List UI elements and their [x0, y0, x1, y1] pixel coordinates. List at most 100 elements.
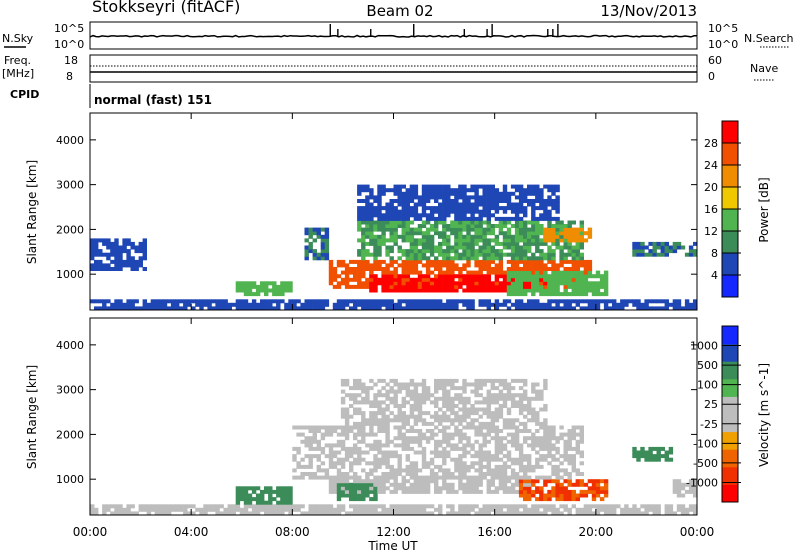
y-tick-label: 4000 — [56, 134, 84, 147]
heatmap-cell — [316, 446, 321, 451]
heatmap-cell — [413, 216, 419, 221]
heatmap-cell — [579, 511, 584, 516]
heatmap-cell — [664, 457, 669, 462]
heatmap-cell — [632, 446, 637, 451]
heatmap-cell — [474, 425, 479, 430]
heatmap-cell — [506, 299, 512, 304]
heatmap-cell — [393, 425, 398, 430]
heatmap-cell — [409, 227, 415, 232]
heatmap-cell — [571, 457, 576, 462]
heatmap-cell — [527, 493, 532, 498]
heatmap-cell — [344, 270, 350, 275]
heatmap-cell — [405, 389, 410, 394]
heatmap-cell — [680, 486, 686, 491]
heatmap-cell — [308, 249, 313, 254]
heatmap-cell — [397, 382, 402, 387]
heatmap-cell — [405, 457, 410, 462]
heatmap-cell — [280, 511, 285, 516]
heatmap-cell — [567, 461, 572, 466]
heatmap-cell — [490, 382, 495, 387]
heatmap-cell — [438, 216, 443, 221]
heatmap-cell — [413, 259, 419, 264]
heatmap-cell — [470, 425, 475, 430]
heatmap-cell — [539, 464, 544, 469]
heatmap-cell — [373, 486, 378, 491]
heatmap-cell — [268, 511, 273, 516]
heatmap-cell — [284, 486, 289, 491]
heatmap-cell — [401, 306, 406, 311]
heatmap-cell — [187, 511, 192, 516]
heatmap-cell — [166, 504, 172, 509]
heatmap-cell — [344, 414, 350, 419]
heatmap-cell — [320, 461, 326, 466]
heatmap-cell — [551, 263, 556, 268]
heatmap-cell — [381, 457, 386, 462]
heatmap-cell — [514, 195, 520, 200]
heatmap-cell — [434, 227, 439, 232]
heatmap-cell — [490, 259, 495, 264]
heatmap-cell — [361, 396, 366, 401]
heatmap-cell — [134, 299, 139, 304]
heatmap-cell — [466, 259, 471, 264]
heatmap-cell — [397, 472, 402, 476]
heatmap-cell — [555, 306, 560, 311]
heatmap-cell — [260, 306, 265, 311]
heatmap-cell — [575, 292, 580, 297]
heatmap-cell — [280, 507, 285, 512]
heatmap-cell — [482, 263, 487, 268]
heatmap-cell — [421, 302, 427, 307]
heatmap-cell — [272, 504, 277, 509]
heatmap-cell — [458, 414, 463, 419]
heatmap-cell — [199, 302, 204, 307]
heatmap-cell — [470, 404, 475, 408]
heatmap-cell — [438, 450, 443, 455]
heatmap-cell — [324, 238, 330, 243]
heatmap-cell — [652, 241, 657, 246]
heatmap-cell — [417, 270, 423, 275]
heatmap-cell — [409, 414, 415, 419]
heatmap-cell — [304, 306, 309, 311]
heatmap-cell — [235, 284, 241, 289]
heatmap-cell — [328, 507, 334, 512]
heatmap-cell — [486, 188, 491, 193]
heatmap-cell — [539, 231, 544, 236]
heatmap-cell — [429, 414, 435, 419]
heatmap-cell — [413, 439, 419, 444]
heatmap-cell — [421, 281, 427, 286]
heatmap-cell — [349, 284, 354, 289]
heatmap-cell — [243, 292, 249, 297]
heatmap-cell — [446, 209, 451, 214]
heatmap-cell — [365, 432, 370, 437]
heatmap-cell — [421, 400, 427, 405]
heatmap-cell — [377, 479, 382, 484]
heatmap-cell — [353, 378, 358, 383]
heatmap-cell — [409, 281, 415, 286]
heatmap-cell — [579, 482, 584, 487]
heatmap-cell — [494, 414, 500, 419]
heatmap-cell — [405, 277, 410, 282]
heatmap-cell — [284, 306, 289, 311]
heatmap-cell — [555, 511, 560, 516]
heatmap-cell — [292, 446, 297, 451]
heatmap-cell — [413, 396, 419, 401]
heatmap-cell — [365, 202, 370, 207]
heatmap-cell — [466, 202, 471, 207]
heatmap-cell — [518, 299, 524, 304]
heatmap-cell — [470, 421, 475, 426]
heatmap-cell — [563, 270, 568, 275]
heatmap-cell — [648, 306, 653, 311]
heatmap-cell — [531, 396, 536, 401]
heatmap-cell — [365, 389, 370, 394]
heatmap-cell — [429, 195, 435, 200]
heatmap-cell — [239, 288, 245, 293]
heatmap-cell — [381, 393, 386, 398]
x-tick-label: 16:00 — [477, 525, 512, 539]
heatmap-cell — [288, 497, 293, 502]
heatmap-cell — [482, 411, 487, 416]
heatmap-cell — [523, 281, 528, 286]
heatmap-cell — [579, 263, 584, 268]
heatmap-cell — [494, 188, 500, 193]
heatmap-cell — [344, 418, 350, 423]
heatmap-cell — [397, 274, 402, 279]
heatmap-cell — [458, 216, 463, 221]
